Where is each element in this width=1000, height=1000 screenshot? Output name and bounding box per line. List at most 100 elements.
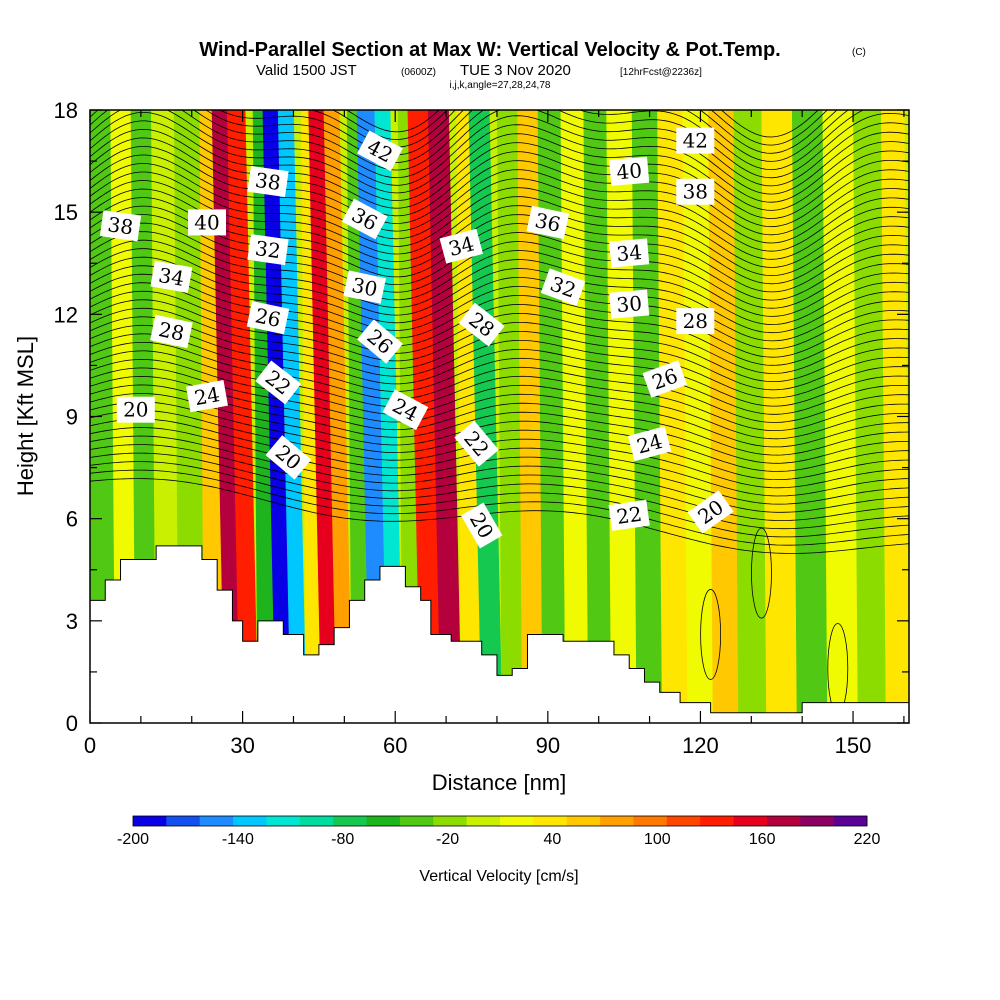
contour-label: 20 bbox=[116, 396, 155, 423]
velocity-band bbox=[226, 110, 259, 723]
contour-label-box bbox=[255, 360, 302, 405]
velocity-band bbox=[583, 110, 612, 723]
velocity-band bbox=[560, 110, 589, 723]
contour-label-box bbox=[609, 238, 650, 268]
contour-label-box bbox=[608, 499, 650, 531]
velocity-band bbox=[822, 110, 859, 723]
x-tick-label: 0 bbox=[84, 733, 96, 758]
contour-label-box bbox=[458, 302, 505, 347]
colorbar-swatch bbox=[166, 816, 201, 826]
colorbar-tick-label: -140 bbox=[222, 831, 254, 848]
colorbar-tick-label: -200 bbox=[117, 831, 149, 848]
colorbar-tick-label: 220 bbox=[854, 831, 881, 848]
theta-contour-loop bbox=[700, 589, 722, 680]
x-axis-label: Distance [nm] bbox=[432, 770, 567, 795]
contour-label-box bbox=[526, 205, 570, 240]
chart-title: Wind-Parallel Section at Max W: Vertical… bbox=[199, 39, 780, 61]
velocity-band bbox=[211, 110, 241, 723]
contour-label: 36 bbox=[526, 205, 570, 240]
contour-label-text: 38 bbox=[683, 180, 708, 204]
theta-contour-line bbox=[90, 350, 909, 431]
colorbar-tick-label: -20 bbox=[436, 831, 459, 848]
theta-contour-line bbox=[90, 469, 909, 546]
theta-contour-line bbox=[90, 307, 909, 391]
theta-contour-line bbox=[90, 137, 909, 228]
contour-label-box bbox=[460, 502, 503, 549]
contour-label-box bbox=[150, 314, 193, 349]
contour-label-text: 32 bbox=[254, 236, 283, 263]
theta-contour-line bbox=[90, 418, 909, 497]
contour-label-box bbox=[116, 396, 155, 423]
theta-contour-line bbox=[90, 290, 909, 374]
contour-label: 40 bbox=[609, 156, 650, 186]
contour-label-box bbox=[540, 268, 586, 306]
subtitle-date: TUE 3 Nov 2020 bbox=[460, 62, 571, 79]
contour-label: 42 bbox=[676, 127, 715, 154]
theta-contour-line bbox=[90, 120, 909, 211]
theta-contour-line bbox=[346, 110, 819, 138]
theta-contour-line bbox=[90, 163, 909, 252]
contour-label: 32 bbox=[540, 268, 586, 306]
plot-area: 38 40342824203832262220423630262434282220… bbox=[90, 110, 909, 723]
contour-label: 34 bbox=[439, 228, 484, 264]
contour-label-box bbox=[99, 210, 142, 242]
colorbar-swatch bbox=[366, 816, 401, 826]
contour-label-text: 40 bbox=[194, 210, 219, 234]
theta-contour-line bbox=[90, 410, 909, 489]
y-tick-label: 18 bbox=[54, 98, 78, 123]
velocity-band bbox=[657, 110, 689, 723]
velocity-band bbox=[262, 110, 292, 723]
contour-label: 28 bbox=[676, 308, 715, 335]
colorbar-tick-label: 40 bbox=[544, 831, 562, 848]
contour-label-box bbox=[246, 301, 290, 335]
y-tick-label: 9 bbox=[66, 405, 78, 430]
contour-label-box bbox=[439, 228, 484, 264]
contour-label-box bbox=[265, 435, 312, 480]
colorbar-swatch bbox=[399, 816, 434, 826]
theta-contour-line bbox=[90, 205, 909, 293]
contour-label: 24 bbox=[186, 379, 228, 413]
theta-contour-line bbox=[90, 393, 909, 472]
potential-temperature-contours bbox=[90, 110, 909, 714]
theta-contour-line bbox=[90, 239, 909, 326]
theta-contour-line bbox=[332, 110, 828, 146]
theta-contour-line bbox=[218, 110, 849, 162]
contour-label-box bbox=[642, 360, 688, 398]
theta-contour-line bbox=[90, 316, 909, 399]
x-tick-label: 120 bbox=[682, 733, 719, 758]
colorbar-swatch bbox=[333, 816, 368, 826]
colorbar-swatch bbox=[299, 816, 334, 826]
contour-label-box bbox=[454, 420, 499, 467]
theta-contour-line bbox=[90, 282, 909, 366]
contour-label: 32 bbox=[247, 234, 289, 266]
contour-label: 24 bbox=[627, 426, 672, 462]
theta-contour-line bbox=[90, 197, 909, 285]
contour-label-text: 28 bbox=[683, 309, 708, 333]
terrain-profile bbox=[90, 545, 909, 723]
theta-contour-line bbox=[90, 231, 909, 317]
colorbar-swatch bbox=[733, 816, 768, 826]
contour-label-box bbox=[341, 198, 388, 240]
contour-label-text: 34 bbox=[615, 240, 642, 266]
y-tick-label: 15 bbox=[54, 200, 78, 225]
colorbar-tick-label: -80 bbox=[331, 831, 354, 848]
theta-contour-line bbox=[90, 188, 909, 277]
velocity-band bbox=[496, 110, 523, 723]
subtitle-indices: i,j,k,angle=27,28,24,78 bbox=[450, 80, 551, 91]
colorbar-swatch bbox=[500, 816, 534, 826]
theta-contour-line bbox=[90, 478, 909, 554]
contour-label: 38 bbox=[99, 210, 142, 242]
colorbar-swatch bbox=[466, 816, 501, 826]
y-tick-label: 3 bbox=[66, 609, 78, 634]
theta-contour-line bbox=[90, 171, 909, 260]
theta-contour-line bbox=[90, 444, 909, 521]
colorbar-swatch bbox=[533, 816, 568, 826]
contour-label: 22 bbox=[608, 499, 650, 531]
colorbar-swatch bbox=[800, 816, 835, 826]
contour-label: 30 bbox=[343, 270, 386, 304]
velocity-band bbox=[606, 110, 638, 723]
y-tick-label: 12 bbox=[54, 302, 78, 327]
colorbar-tick-label: 160 bbox=[749, 831, 776, 848]
subtitle-forecast: [12hrFcst@2236z] bbox=[620, 67, 702, 78]
